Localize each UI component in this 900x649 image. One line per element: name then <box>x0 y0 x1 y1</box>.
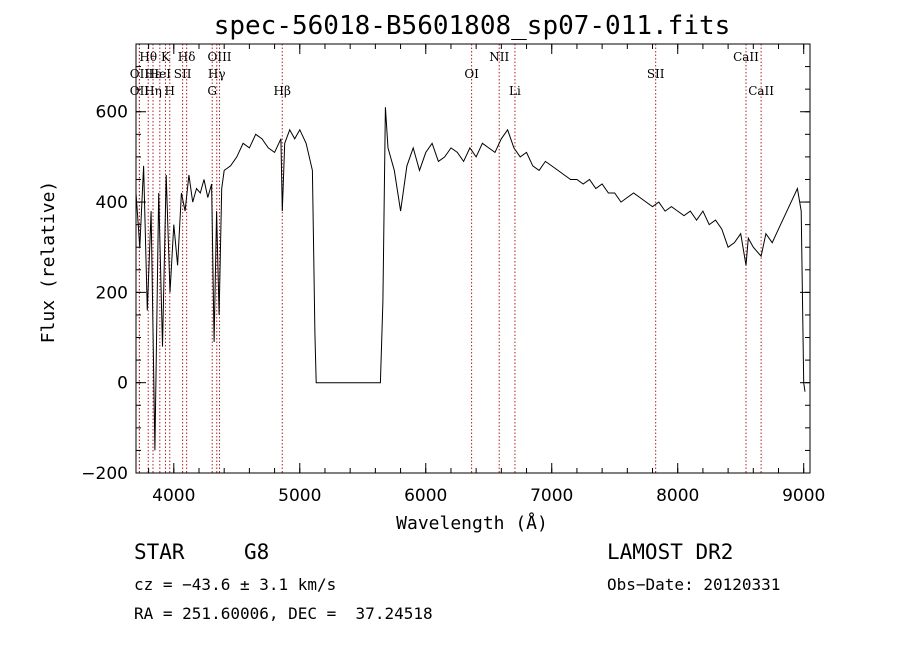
x-tick-label: 8000 <box>656 486 699 506</box>
line-markers <box>138 44 762 473</box>
plot-frame <box>135 43 811 474</box>
x-axis-label: Wavelength (Å) <box>396 512 548 534</box>
line-marker-label: Hθ <box>139 50 157 64</box>
line-marker-label: Hβ <box>274 84 291 98</box>
line-marker-label: OI <box>464 67 479 81</box>
object-class: STAR <box>134 540 185 564</box>
line-marker-label: OII <box>130 84 150 98</box>
line-marker-label: OIII <box>207 50 231 64</box>
line-marker-label: Hγ <box>208 67 226 81</box>
line-marker-label: SII <box>174 67 192 81</box>
x-tick-label: 5000 <box>278 486 321 506</box>
line-marker-label: SII <box>647 67 665 81</box>
object-subclass: G8 <box>244 540 270 564</box>
line-marker-label: G <box>207 84 217 98</box>
y-tick-label: 0 <box>117 374 128 394</box>
axis-ticks <box>136 44 810 474</box>
survey-name: LAMOST DR2 <box>607 540 734 564</box>
line-marker-label: OII <box>130 67 150 81</box>
line-marker-label: HeI <box>149 67 172 81</box>
y-tick-label: 600 <box>96 103 128 123</box>
coordinates: RA = 251.60006, DEC = 37.24518 <box>134 604 433 623</box>
y-axis-label: Flux (relative) <box>38 181 59 344</box>
redshift-info: cz = −43.6 ± 3.1 km/s <box>134 575 337 594</box>
line-marker-label: H <box>165 84 175 98</box>
chart-title: spec-56018-B5601808_sp07-011.fits <box>214 11 731 41</box>
x-tick-label: 6000 <box>404 486 447 506</box>
x-tick-label: 4000 <box>152 486 195 506</box>
observation-date: Obs−Date: 20120331 <box>607 575 781 594</box>
axis-tick-labels: 4000 5000 6000 7000 8000 9000 −200 0 200 400 600 <box>81 103 825 506</box>
spectrum-line <box>135 107 806 451</box>
line-marker-label: NII <box>489 50 509 64</box>
line-marker-label: Hη <box>144 84 162 98</box>
x-tick-label: 9000 <box>782 486 825 506</box>
line-marker-label: CaII <box>733 50 759 64</box>
y-tick-label: 400 <box>96 193 128 213</box>
line-marker-label: K <box>161 50 171 64</box>
line-marker-label: CaII <box>748 84 774 98</box>
line-marker-label: Li <box>509 84 521 98</box>
line-marker-label: Hδ <box>178 50 196 64</box>
line-marker-label: Hε <box>145 67 162 81</box>
y-tick-label: 200 <box>96 283 128 303</box>
x-tick-label: 7000 <box>530 486 573 506</box>
y-tick-label: −200 <box>81 464 128 484</box>
